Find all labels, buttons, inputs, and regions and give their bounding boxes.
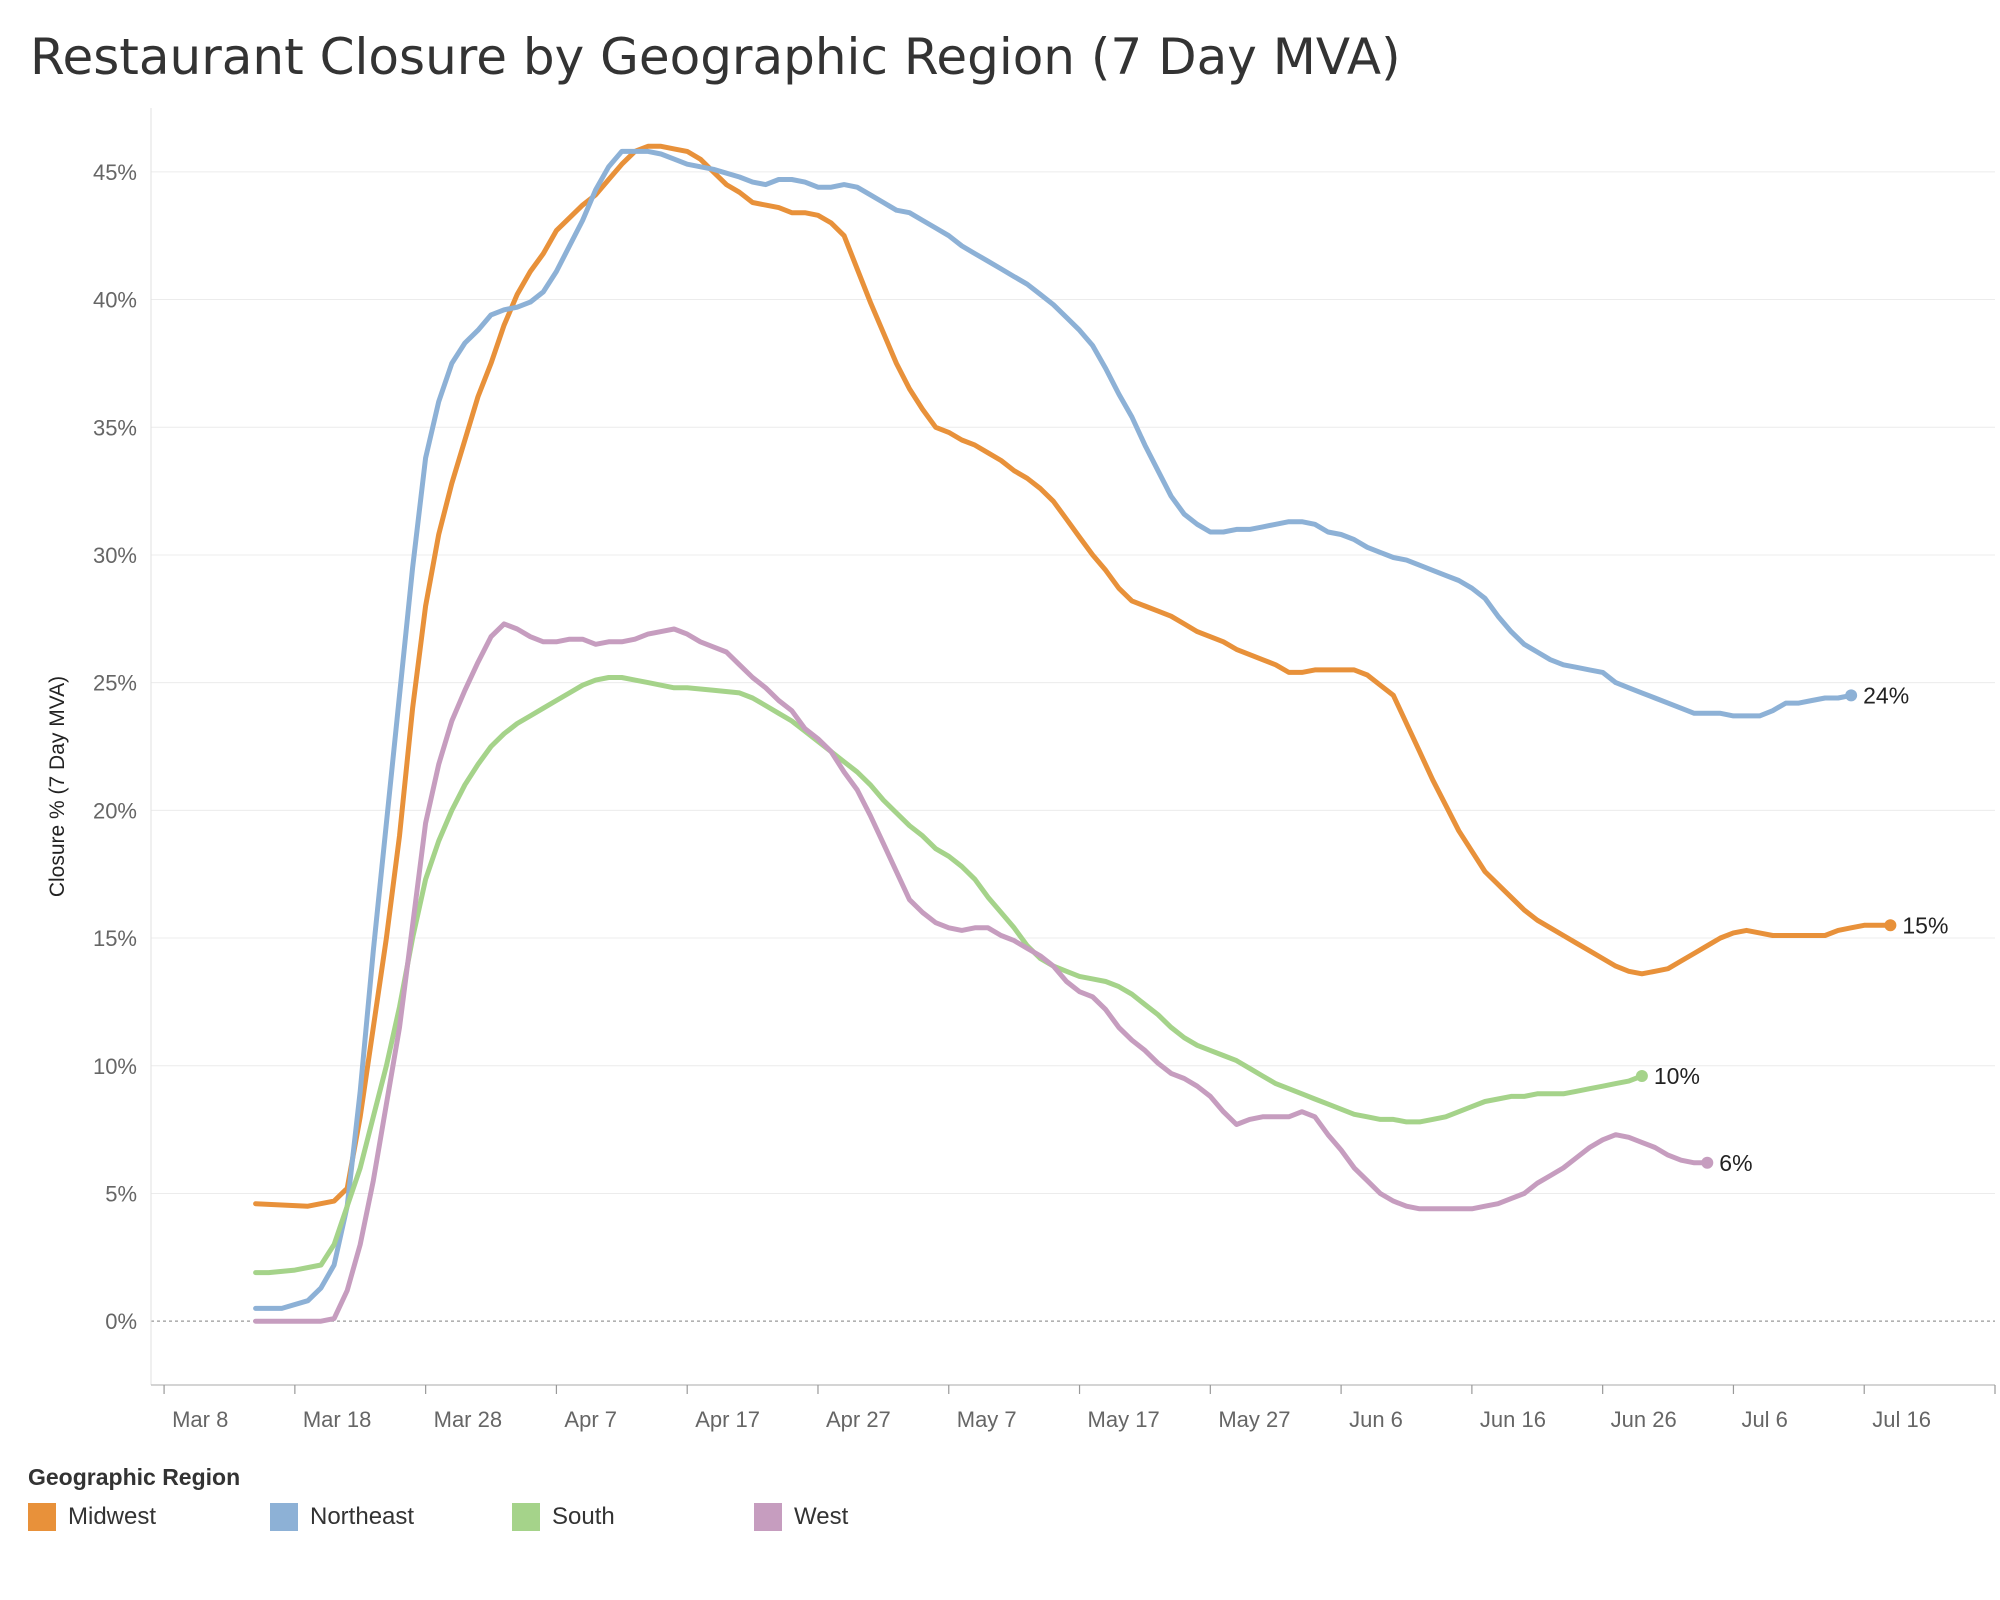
end-point-south (1635, 1069, 1648, 1082)
end-label-west: 6% (1719, 1150, 1752, 1176)
axes (150, 108, 1996, 1394)
x-tick-label: Mar 8 (172, 1407, 228, 1432)
y-tick-label: 45% (93, 160, 137, 185)
legend-item-midwest[interactable]: Midwest (28, 1500, 156, 1534)
y-tick-label: 5% (105, 1181, 137, 1206)
x-tick-label: Apr 17 (695, 1407, 760, 1432)
series-line-northeast (253, 148, 1854, 1311)
legend-title: Geographic Region (28, 1464, 241, 1490)
y-tick-label: 35% (93, 415, 137, 440)
end-point-west (1701, 1156, 1714, 1169)
y-tick-label: 30% (93, 543, 137, 568)
legend-swatch (28, 1503, 56, 1531)
legend-item-northeast[interactable]: Northeast (270, 1500, 414, 1534)
end-label-midwest: 15% (1902, 912, 1948, 938)
x-tick-label: May 7 (957, 1407, 1017, 1432)
legend-label: South (552, 1503, 615, 1530)
line-chart: 0% 5% 10% 15% 20% 25% 30% 35% 40% 45% Mar 8 Mar 18 M… (46, 108, 1996, 1432)
y-tick-label: 10% (93, 1054, 137, 1079)
x-tick-label: Jun 16 (1480, 1407, 1546, 1432)
x-tick-label: Jul 6 (1741, 1407, 1787, 1432)
chart-title: Restaurant Closure by Geographic Region … (30, 28, 1401, 86)
y-axis-label: Closure % (7 Day MVA) (46, 676, 69, 897)
end-label-northeast: 24% (1863, 682, 1909, 708)
legend-swatch (270, 1503, 298, 1531)
y-tick-label: 25% (93, 671, 137, 696)
axis-labels: 0% 5% 10% 15% 20% 25% 30% 35% 40% 45% Mar 8 Mar 18 M… (46, 160, 1948, 1432)
y-tick-label: 0% (105, 1309, 137, 1334)
x-tick-label: Jun 6 (1349, 1407, 1403, 1432)
legend-item-west[interactable]: West (754, 1500, 848, 1534)
x-tick-label: Mar 18 (303, 1407, 371, 1432)
y-tick-label: 20% (93, 798, 137, 823)
x-tick-label: Jul 16 (1872, 1407, 1931, 1432)
legend-label: Midwest (68, 1503, 157, 1530)
grid-lines (151, 171, 1995, 1322)
legend-swatch (754, 1503, 782, 1531)
legend-label: West (794, 1503, 849, 1530)
series-line-west (253, 621, 1710, 1324)
series-line-south (253, 675, 1645, 1276)
end-point-midwest (1884, 919, 1897, 932)
end-label-south: 10% (1654, 1063, 1700, 1089)
y-tick-label: 40% (93, 288, 137, 313)
x-tick-label: May 27 (1218, 1407, 1290, 1432)
x-tick-label: Apr 7 (564, 1407, 617, 1432)
x-tick-label: Mar 28 (434, 1407, 502, 1432)
series-lines (253, 143, 1897, 1324)
y-tick-label: 15% (93, 926, 137, 951)
series-line-midwest (253, 143, 1893, 1209)
x-tick-label: May 17 (1088, 1407, 1160, 1432)
legend-swatch (512, 1503, 540, 1531)
x-tick-label: Apr 27 (826, 1407, 891, 1432)
legend-item-south[interactable]: South (512, 1500, 615, 1534)
end-point-northeast (1845, 689, 1858, 702)
x-tick-label: Jun 26 (1611, 1407, 1677, 1432)
legend-label: Northeast (310, 1503, 415, 1530)
legend: Midwest Northeast South West (28, 1500, 1028, 1534)
